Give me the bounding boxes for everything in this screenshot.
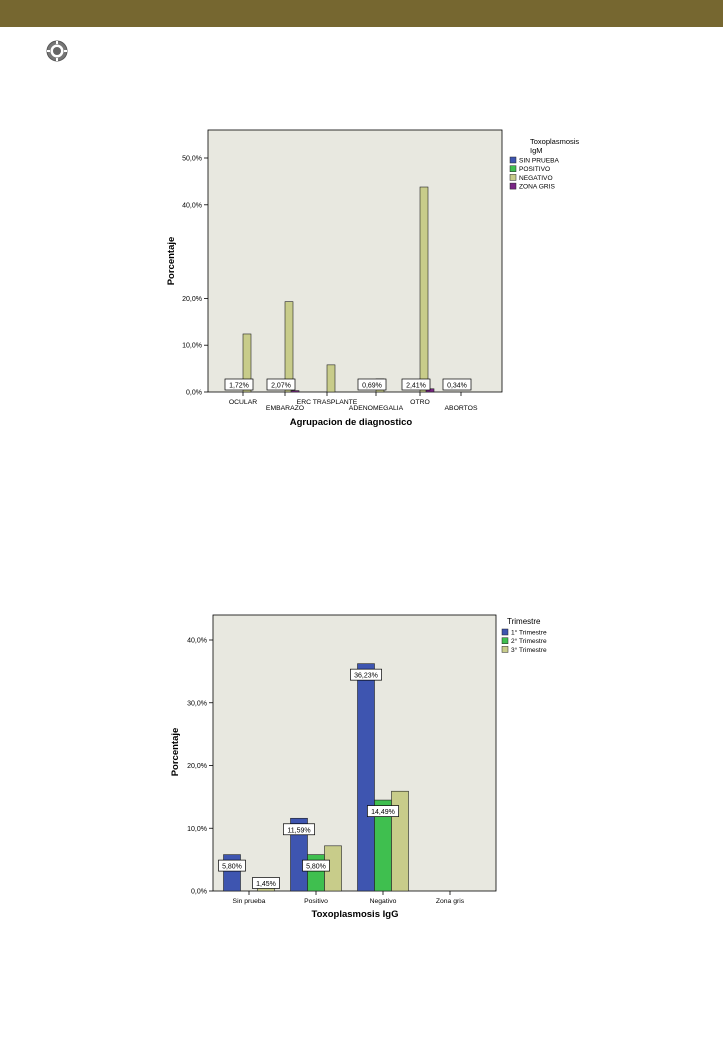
bar — [242, 333, 252, 393]
data-label: 1,45% — [256, 881, 276, 888]
data-label-box — [442, 378, 472, 391]
legend-label: POSITIVO — [519, 166, 550, 173]
data-label-box — [218, 859, 246, 872]
y-axis-title: Porcentaje — [166, 237, 177, 286]
data-label-box — [283, 823, 315, 836]
x-tick-label: Sin prueba — [233, 898, 266, 905]
legend-title: Trimestre — [507, 617, 541, 626]
data-label: 11,59% — [287, 827, 310, 834]
x-tick-label: Negativo — [370, 898, 397, 905]
x-tick-label: OCULAR — [229, 399, 257, 406]
y-axis-title: Porcentaje — [170, 728, 181, 777]
legend-label: ZONA GRIS — [519, 184, 556, 191]
bar — [284, 301, 294, 393]
data-label: 14,49% — [371, 809, 395, 816]
data-label-box — [224, 378, 254, 391]
bar — [290, 390, 300, 393]
data-label-box — [401, 378, 431, 391]
y-tick-label: 0,0% — [186, 390, 202, 397]
x-axis-title: Agrupacion de diagnostico — [290, 417, 413, 428]
data-label-box — [302, 859, 330, 872]
y-tick-label: 20,0% — [187, 763, 207, 770]
data-label: 5,80% — [306, 864, 326, 871]
header-band — [0, 0, 723, 27]
y-tick-label: 0,0% — [191, 889, 207, 896]
legend-label: NEGATIVO — [519, 175, 553, 182]
data-label-box — [350, 668, 382, 681]
data-label: 2,41% — [406, 383, 426, 390]
legend-swatch — [509, 174, 517, 181]
plot-area — [212, 614, 497, 892]
legend-swatch — [501, 646, 509, 653]
data-label-box — [357, 378, 387, 391]
data-label: 5,80% — [222, 864, 242, 871]
legend-swatch — [509, 156, 517, 164]
data-label-box — [266, 378, 296, 391]
legend-title: Toxoplasmosis — [530, 137, 579, 146]
legend-label: SIN PRUEBA — [519, 158, 560, 165]
data-label: 36,23% — [354, 673, 378, 680]
data-label: 0,69% — [362, 383, 382, 390]
data-label-box — [252, 877, 280, 889]
data-label: 0,34% — [447, 383, 467, 390]
x-tick-label: ABORTOS — [445, 405, 478, 412]
x-tick-label: ERC TRASPLANTE — [297, 399, 358, 406]
y-tick-label: 10,0% — [187, 826, 207, 833]
legend-label: 2° Trimestre — [511, 637, 547, 645]
y-tick-label: 40,0% — [182, 202, 202, 209]
legend-label: 3° Trimestre — [511, 646, 547, 654]
legend-swatch — [509, 165, 517, 172]
x-tick-label: ADENOMEGALIA — [349, 405, 404, 412]
legend-swatch — [501, 637, 509, 644]
x-tick-label: OTRO — [410, 399, 430, 406]
x-tick-label: Zona gris — [436, 898, 465, 905]
y-tick-label: 50,0% — [182, 156, 202, 163]
y-tick-label: 10,0% — [182, 343, 202, 350]
data-label: 2,07% — [271, 383, 291, 390]
x-tick-label: Positivo — [304, 898, 328, 905]
x-axis-title: Toxoplasmosis IgG — [312, 909, 399, 920]
legend-swatch — [501, 628, 509, 636]
legend-label: 1° Trimestre — [511, 629, 547, 637]
bar — [357, 663, 375, 892]
y-tick-label: 30,0% — [187, 700, 207, 707]
y-tick-label: 40,0% — [187, 638, 207, 645]
gear-emblem-icon — [46, 40, 68, 62]
data-label: 1,72% — [229, 383, 249, 390]
data-label-box — [367, 805, 399, 817]
x-tick-label: EMBARAZO — [266, 405, 304, 412]
legend-swatch — [509, 182, 517, 190]
y-tick-label: 20,0% — [182, 296, 202, 303]
plot-area — [207, 129, 503, 393]
bar — [326, 364, 336, 393]
bar — [419, 186, 429, 393]
legend-title: IgM — [530, 146, 543, 155]
